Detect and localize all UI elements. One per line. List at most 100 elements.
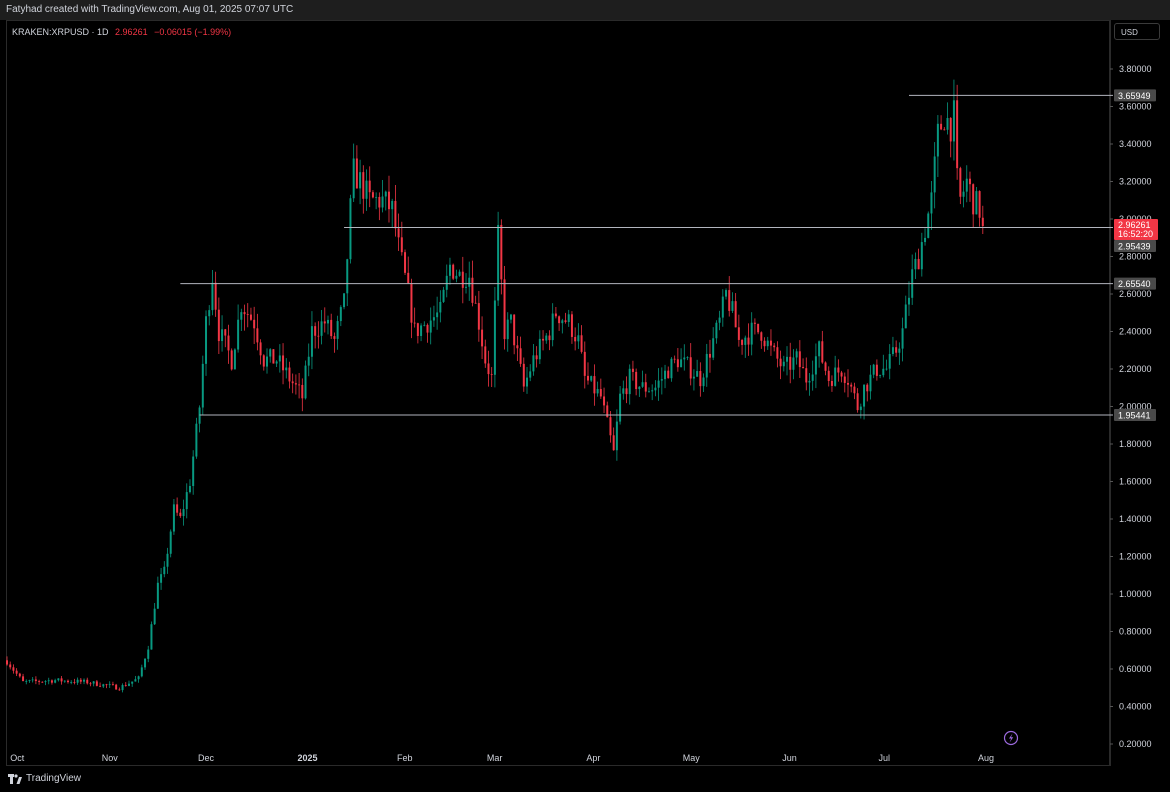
candle xyxy=(702,373,705,392)
candle xyxy=(89,682,92,687)
candle xyxy=(914,252,917,279)
candle xyxy=(500,219,503,295)
candle xyxy=(477,290,480,342)
candle xyxy=(619,386,622,425)
symbol-name: KRAKEN:XRPUSD · 1D xyxy=(12,27,109,37)
price-axis[interactable] xyxy=(1110,20,1170,766)
candle xyxy=(147,645,150,663)
candle xyxy=(570,311,573,344)
candle xyxy=(962,180,965,208)
candle xyxy=(981,205,984,235)
candle xyxy=(631,360,634,381)
candle xyxy=(538,330,541,365)
candle xyxy=(731,292,734,314)
candle xyxy=(83,678,86,685)
candle xyxy=(60,676,63,685)
candle xyxy=(301,378,304,412)
candle xyxy=(936,115,939,177)
candle xyxy=(911,254,914,305)
candle xyxy=(185,483,188,519)
candle xyxy=(384,190,387,211)
candle xyxy=(814,343,817,389)
candle xyxy=(821,330,824,364)
candle xyxy=(503,266,506,350)
candle xyxy=(22,673,25,682)
candle xyxy=(840,370,843,383)
candle xyxy=(795,348,798,365)
svg-text:1.95441: 1.95441 xyxy=(1118,411,1151,421)
candle xyxy=(484,339,487,368)
candle xyxy=(291,373,294,394)
candle xyxy=(18,672,21,678)
candle xyxy=(635,368,638,396)
currency-button[interactable]: USD xyxy=(1114,23,1160,40)
candle xyxy=(577,323,580,349)
candle xyxy=(718,310,721,331)
candle xyxy=(294,374,297,395)
y-tick-label: 0.20000 xyxy=(1119,739,1152,749)
x-axis-label: 2025 xyxy=(298,753,318,763)
candle xyxy=(118,687,121,691)
candle xyxy=(667,366,670,379)
candle xyxy=(850,382,853,393)
candle xyxy=(407,256,410,285)
candle xyxy=(920,232,923,277)
candle xyxy=(346,258,349,307)
x-axis-label: Feb xyxy=(397,753,413,763)
candle xyxy=(946,102,949,135)
candle xyxy=(474,295,477,304)
candle xyxy=(224,328,227,348)
candle xyxy=(782,355,785,372)
candle xyxy=(436,296,439,330)
candle xyxy=(532,343,535,376)
candle xyxy=(567,309,570,327)
candle xyxy=(134,675,137,682)
candle xyxy=(169,529,172,558)
candle xyxy=(808,372,811,396)
lightning-icon[interactable] xyxy=(1003,730,1019,746)
svg-text:2.96261: 2.96261 xyxy=(1118,220,1151,230)
candle xyxy=(516,335,519,362)
candle xyxy=(397,213,400,251)
candle xyxy=(339,305,342,327)
candle xyxy=(461,256,464,304)
candle xyxy=(144,657,147,670)
candle xyxy=(830,375,833,392)
candle xyxy=(282,343,285,385)
svg-text:3.65949: 3.65949 xyxy=(1118,91,1151,101)
svg-text:2.65540: 2.65540 xyxy=(1118,279,1151,289)
candle xyxy=(750,312,753,356)
candle xyxy=(885,359,888,371)
candle xyxy=(330,313,333,340)
candle xyxy=(217,297,220,355)
plot-area[interactable] xyxy=(6,20,1110,766)
candle xyxy=(843,372,846,393)
candle xyxy=(680,348,683,368)
candle xyxy=(725,288,728,300)
candle xyxy=(79,677,82,685)
candle xyxy=(38,679,41,685)
candle xyxy=(766,336,769,350)
candle xyxy=(673,355,676,364)
candle xyxy=(628,364,631,405)
candle xyxy=(150,621,153,650)
candle xyxy=(320,309,323,345)
candle xyxy=(452,263,455,281)
candle xyxy=(834,355,837,387)
candle xyxy=(205,310,208,376)
candle xyxy=(712,327,715,361)
candle xyxy=(63,680,66,683)
symbol-legend: KRAKEN:XRPUSD · 1D 2.96261 −0.06015 (−1.… xyxy=(12,27,231,37)
candle xyxy=(317,321,320,349)
candle xyxy=(288,361,291,389)
candle xyxy=(863,384,866,420)
candle xyxy=(253,306,256,344)
candle xyxy=(879,374,882,379)
candle xyxy=(901,317,904,362)
y-tick-label: 3.20000 xyxy=(1119,177,1152,187)
attribution-bar: Fatyhad created with TradingView.com, Au… xyxy=(0,0,1170,20)
candle xyxy=(326,315,329,335)
svg-text:2.95439: 2.95439 xyxy=(1118,242,1151,252)
candle xyxy=(240,308,243,332)
